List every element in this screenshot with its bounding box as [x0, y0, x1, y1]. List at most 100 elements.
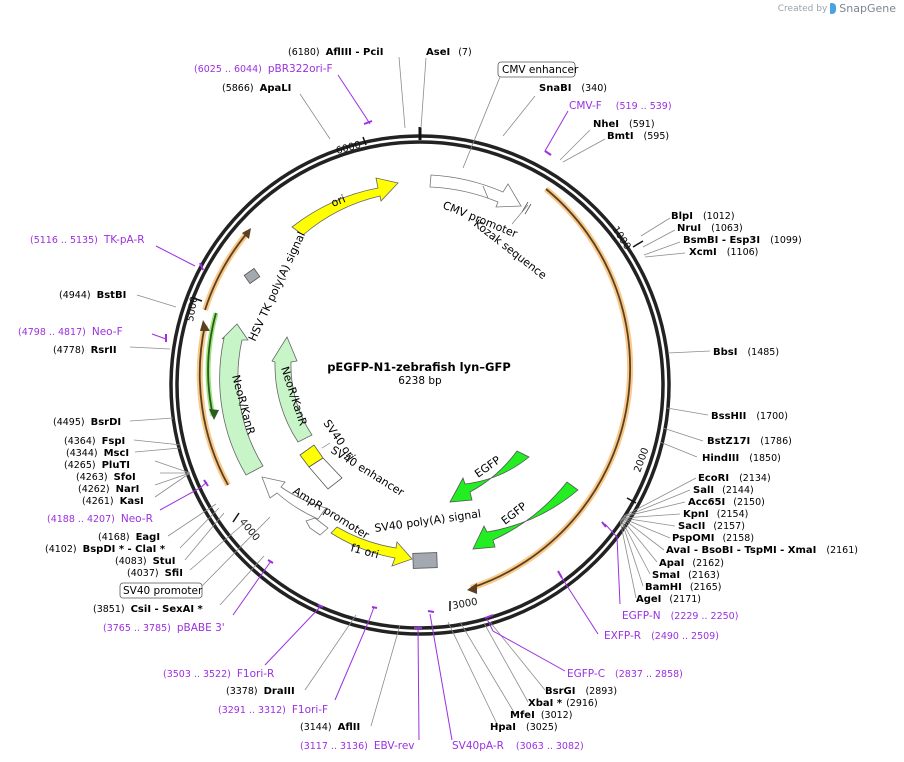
site-bbsI[interactable]: BbsI (1485) — [713, 347, 779, 358]
svg-text:BbsI(1485): BbsI (1485) — [713, 347, 779, 358]
svg-text:(4168)EagI: (4168) EagI — [98, 532, 160, 543]
site-bsmBI-esp3I[interactable]: BsmBI - Esp3I (1099) — [683, 235, 802, 246]
feature-cmv-promoter[interactable]: CMV promoter — [429, 174, 522, 241]
site-bsrGI[interactable]: BsrGI (2893) — [545, 686, 617, 697]
site-ecoRI[interactable]: EcoRI (2134) — [698, 473, 771, 484]
site-csiI-sexAI[interactable]: (3851) CsiI - SexAI * — [93, 604, 204, 615]
tick-5000: 5000 — [185, 296, 203, 323]
site-pluTI[interactable]: (4265) PluTI — [64, 460, 130, 471]
site-draIII[interactable]: (3378) DraIII — [226, 686, 295, 697]
site-bstZ17I[interactable]: BstZ17I (1786) — [707, 436, 792, 447]
primer-f1ori-r[interactable]: (3503 .. 3522) F1ori-R — [163, 668, 274, 680]
svg-text:EGFP-C(2837 .. 2858): EGFP-C (2837 .. 2858) — [567, 668, 683, 680]
svg-text:5000: 5000 — [185, 296, 200, 323]
site-narI[interactable]: (4262) NarI — [78, 484, 139, 495]
tick-1000: 1000 — [609, 225, 644, 252]
site-blpI[interactable]: BlpI (1012) — [671, 211, 735, 222]
feature-sv40-enhancer[interactable]: SV40 enhancer — [308, 444, 407, 500]
label-cmv-enhancer: CMV enhancer — [462, 61, 579, 169]
site-smaI[interactable]: SmaI (2163) — [652, 570, 720, 581]
svg-text:(3117 .. 3136)EBV-rev: (3117 .. 3136) EBV-rev — [300, 740, 415, 752]
site-rsrII[interactable]: (4778) RsrII — [53, 345, 117, 356]
primer-pbabe-3[interactable]: (3765 .. 3785) pBABE 3' — [103, 622, 225, 634]
svg-text:AgeI(2171): AgeI (2171) — [636, 594, 701, 605]
feature-ori[interactable]: ori — [291, 177, 399, 236]
svg-text:SmaI(2163): SmaI (2163) — [652, 570, 720, 581]
site-nheI[interactable]: NheI (591) — [593, 119, 655, 130]
site-sacII[interactable]: SacII (2157) — [678, 521, 745, 532]
site-xbaI[interactable]: XbaI * (2916) — [528, 698, 598, 709]
site-bspDI-claI[interactable]: (4102) BspDI * - ClaI * — [45, 544, 166, 555]
svg-text:SnaBI(340): SnaBI (340) — [539, 83, 607, 94]
site-apaI[interactable]: ApaI (2162) — [659, 558, 724, 569]
feature-ampr-promoter[interactable]: AmpR promoter — [261, 476, 372, 542]
primer-tk-pa-r[interactable]: (5116 .. 5135) TK-pA-R — [30, 234, 145, 246]
feature-egfp-inner[interactable]: EGFP — [449, 450, 530, 503]
site-kpnI[interactable]: KpnI (2154) — [683, 509, 748, 520]
site-bamHI[interactable]: BamHI (2165) — [645, 582, 721, 593]
site-avaI-bsoBI-tspMI-xmaI[interactable]: AvaI - BsoBI - TspMI - XmaI (2161) — [666, 545, 858, 556]
site-eagI[interactable]: (4168) EagI — [98, 532, 160, 543]
feature-egfp-outer[interactable]: EGFP — [472, 481, 579, 550]
svg-text:CMV-F(519 .. 539): CMV-F (519 .. 539) — [569, 100, 672, 112]
site-sfiI[interactable]: (4037) SfiI — [127, 568, 183, 579]
svg-text:(6025 .. 6044)pBR322ori-F: (6025 .. 6044) pBR322ori-F — [194, 63, 333, 75]
feature-f1-ori[interactable]: f1 ori — [330, 526, 413, 567]
primer-neo-f[interactable]: (4798 .. 4817) Neo-F — [18, 326, 123, 338]
site-leaders — [129, 56, 711, 727]
primer-f1ori-f[interactable]: (3291 .. 3312) F1ori-F — [218, 704, 328, 716]
svg-text:AseI(7): AseI (7) — [426, 47, 472, 58]
primer-neo-r[interactable]: (4188 .. 4207) Neo-R — [47, 513, 153, 525]
site-mscI[interactable]: (4344) MscI — [66, 448, 129, 459]
svg-text:(6180)AflIII - PciI: (6180) AflIII - PciI — [288, 47, 383, 58]
svg-text:KpnI(2154): KpnI (2154) — [683, 509, 748, 520]
svg-text:HpaI(3025): HpaI (3025) — [490, 722, 558, 733]
svg-text:XbaI *(2916): XbaI * (2916) — [528, 698, 598, 709]
feature-neor-kanr-outer[interactable]: NeoR/KanR — [219, 323, 264, 476]
site-nruI[interactable]: NruI (1063) — [677, 223, 743, 234]
svg-text:EcoRI(2134): EcoRI (2134) — [698, 473, 771, 484]
svg-text:(4364)FspI: (4364) FspI — [64, 436, 125, 447]
site-acc65I[interactable]: Acc65I (2150) — [688, 497, 765, 508]
svg-text:(4344)MscI: (4344) MscI — [66, 448, 129, 459]
primer-leaders — [151, 74, 621, 741]
feature-hsv-tk-polya-signal[interactable]: HSV TK poly(A) signal — [243, 230, 308, 343]
site-hpaI[interactable]: HpaI (3025) — [490, 722, 558, 733]
feature-sv40-polya-signal[interactable]: SV40 poly(A) signal — [374, 507, 482, 569]
svg-text:HindIII(1850): HindIII (1850) — [702, 453, 781, 464]
svg-text:(4083)StuI: (4083) StuI — [115, 556, 175, 567]
site-salI[interactable]: SalI (2144) — [693, 485, 754, 496]
site-aflIII-pciI[interactable]: (6180) AflIII - PciI — [288, 47, 383, 58]
primer-cmv-f[interactable]: CMV-F (519 .. 539) — [569, 100, 672, 112]
primer-pbr322ori-f[interactable]: (6025 .. 6044) pBR322ori-F — [194, 63, 333, 75]
site-aseI[interactable]: AseI (7) — [426, 47, 472, 58]
site-apaLI[interactable]: (5866) ApaLI — [222, 83, 291, 94]
site-fspI[interactable]: (4364) FspI — [64, 436, 125, 447]
site-kasI[interactable]: (4261) KasI — [82, 496, 144, 507]
site-ageI[interactable]: AgeI (2171) — [636, 594, 701, 605]
svg-text:BssHII(1700): BssHII (1700) — [711, 411, 788, 422]
primer-egfp-c[interactable]: EGFP-C (2837 .. 2858) — [567, 668, 683, 680]
primer-ebv-rev[interactable]: (3117 .. 3136) EBV-rev — [300, 740, 415, 752]
svg-text:(4265)PluTI: (4265) PluTI — [64, 460, 130, 471]
site-xcmI[interactable]: XcmI (1106) — [689, 247, 758, 258]
svg-text:AvaI - BsoBI - TspMI - XmaI: AvaI - BsoBI - TspMI - XmaI (2161) — [666, 545, 858, 556]
primer-sv40pa-r[interactable]: SV40pA-R (3063 .. 3082) — [452, 740, 584, 752]
site-hindIII[interactable]: HindIII (1850) — [702, 453, 781, 464]
site-bmtI[interactable]: BmtI (595) — [607, 131, 669, 142]
svg-text:SalI(2144): SalI (2144) — [693, 485, 754, 496]
primer-egfp-n[interactable]: EGFP-N (2229 .. 2250) — [622, 610, 738, 622]
site-stuI[interactable]: (4083) StuI — [115, 556, 175, 567]
svg-text:(3378)DraIII: (3378) DraIII — [226, 686, 295, 697]
primer-exfp-r[interactable]: EXFP-R (2490 .. 2509) — [604, 630, 719, 642]
site-aflII[interactable]: (3144) AflII — [300, 722, 360, 733]
svg-text:BsmBI - Esp3I(1099): BsmBI - Esp3I (1099) — [683, 235, 802, 246]
site-snaBI[interactable]: SnaBI (340) — [539, 83, 607, 94]
site-sfoI[interactable]: (4263) SfoI — [76, 472, 136, 483]
site-bstBI[interactable]: (4944) BstBI — [59, 290, 126, 301]
feature-neor-kanr-inner[interactable]: NeoR/KanR — [271, 336, 313, 443]
site-pspOMI[interactable]: PspOMI (2158) — [672, 533, 754, 544]
site-mfeI[interactable]: MfeI (3012) — [510, 710, 572, 721]
site-bssHII[interactable]: BssHII (1700) — [711, 411, 788, 422]
site-bsrDI[interactable]: (4495) BsrDI — [53, 417, 121, 428]
